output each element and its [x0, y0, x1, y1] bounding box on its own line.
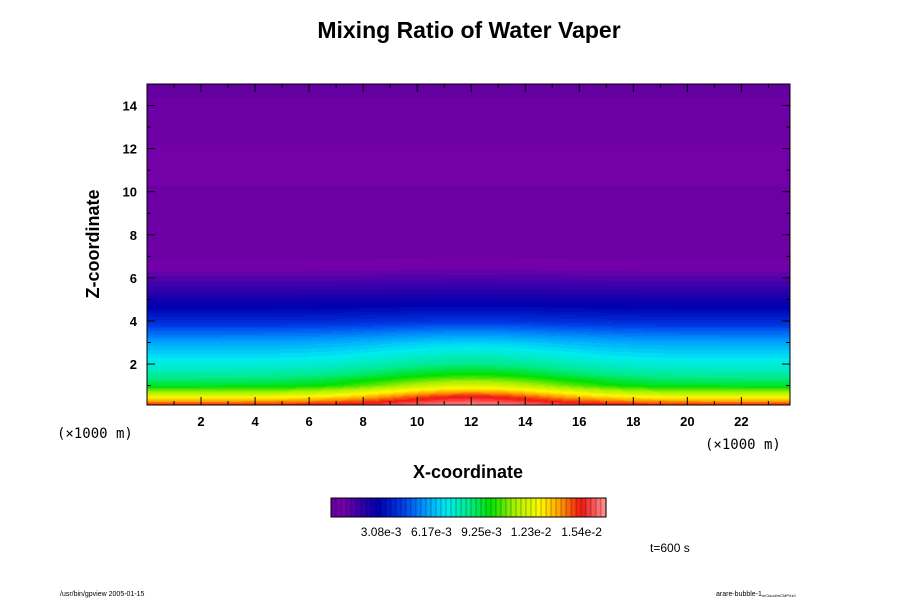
colorbar-segment	[395, 497, 402, 518]
x-tick-label: 6	[305, 414, 312, 429]
colorbar-segment	[330, 497, 337, 518]
colorbar-segment	[450, 497, 457, 518]
heatmap-image	[147, 84, 790, 405]
colorbar-segment	[525, 497, 532, 518]
y-tick-label: 2	[130, 357, 137, 372]
colorbar-segment	[380, 497, 387, 518]
x-unit-label: (×1000 m)	[57, 426, 133, 442]
colorbar-segment	[505, 497, 512, 518]
colorbar-segment	[555, 497, 562, 518]
colorbar-segment	[340, 497, 347, 518]
colorbar-tick-label: 3.08e-3	[361, 525, 402, 539]
colorbar-segment	[500, 497, 507, 518]
y-tick-label: 6	[130, 271, 137, 286]
colorbar-segment	[510, 497, 517, 518]
x-tick-label: 2	[197, 414, 204, 429]
colorbar-segment	[565, 497, 572, 518]
colorbar-segment	[385, 497, 392, 518]
colorbar-segment	[570, 497, 577, 518]
y-unit-label: (×1000 m)	[705, 437, 781, 453]
colorbar-tick-label: 1.54e-2	[561, 525, 602, 539]
colorbar-segment	[455, 497, 462, 518]
colorbar-segment	[560, 497, 567, 518]
x-tick-label: 16	[572, 414, 586, 429]
colorbar-segment	[400, 497, 407, 518]
colorbar-segment	[355, 497, 362, 518]
x-tick-label: 18	[626, 414, 640, 429]
colorbar-segment	[475, 497, 482, 518]
colorbar	[330, 497, 607, 518]
colorbar-segment	[425, 497, 432, 518]
colorbar-segment	[590, 497, 597, 518]
colorbar-segment	[575, 497, 582, 518]
colorbar-segment	[410, 497, 417, 518]
colorbar-segment	[480, 497, 487, 518]
footer-right: arare-bubble-1mCloud/mCMP/rz0	[716, 591, 796, 598]
colorbar-segment	[345, 497, 352, 518]
colorbar-segment	[415, 497, 422, 518]
colorbar-segment	[515, 497, 522, 518]
colorbar-segment	[550, 497, 557, 518]
colorbar-segment	[530, 497, 537, 518]
colorbar-segment	[580, 497, 587, 518]
y-tick-label: 4	[130, 314, 138, 329]
colorbar-segment	[470, 497, 477, 518]
colorbar-segment	[445, 497, 452, 518]
colorbar-segment	[375, 497, 382, 518]
colorbar-tick-label: 9.25e-3	[461, 525, 502, 539]
y-tick-label: 10	[123, 185, 137, 200]
colorbar-segment	[545, 497, 552, 518]
colorbar-segment	[465, 497, 472, 518]
colorbar-segment	[485, 497, 492, 518]
x-tick-label: 10	[410, 414, 424, 429]
heatmap-raster	[147, 84, 790, 405]
y-axis-title: Z-coordinate	[83, 189, 103, 298]
colorbar-frame	[330, 497, 607, 518]
colorbar-segment	[540, 497, 547, 518]
colorbar-segment	[390, 497, 397, 518]
colorbar-tick-label: 6.17e-3	[411, 525, 452, 539]
y-tick-label: 14	[123, 99, 138, 114]
x-tick-label: 8	[360, 414, 367, 429]
footer-right-sub: mCloud/mCMP/rz0	[762, 593, 797, 598]
footer-left: /usr/bin/gpview 2005-01-15	[60, 591, 145, 598]
x-tick-label: 14	[518, 414, 533, 429]
colorbar-segment	[435, 497, 442, 518]
colorbar-segment	[535, 497, 542, 518]
colorbar-segment	[495, 497, 502, 518]
colorbar-segment	[335, 497, 342, 518]
colorbar-segment	[405, 497, 412, 518]
colorbar-segment	[460, 497, 467, 518]
time-label: t=600 s	[650, 541, 690, 555]
colorbar-segment	[595, 497, 602, 518]
x-axis-ticks: 2 4 6 8 10 12 14 16 18 20 22	[173, 84, 769, 429]
x-tick-label: 12	[464, 414, 478, 429]
colorbar-segment	[365, 497, 372, 518]
colorbar-segment	[520, 497, 527, 518]
chart-title: Mixing Ratio of Water Vaper	[317, 17, 620, 43]
colorbar-labels: 3.08e-3 6.17e-3 9.25e-3 1.23e-2 1.54e-2	[361, 525, 602, 539]
colorbar-segment	[490, 497, 497, 518]
colorbar-segment	[360, 497, 367, 518]
y-axis-ticks: 2 4 6 8 10 12 14	[123, 99, 790, 387]
colorbar-segment	[350, 497, 357, 518]
colorbar-segment	[585, 497, 592, 518]
colorbar-segment	[440, 497, 447, 518]
plot-frame	[146, 83, 791, 406]
x-tick-label: 20	[680, 414, 694, 429]
x-tick-label: 4	[251, 414, 259, 429]
x-axis-title: X-coordinate	[413, 462, 523, 482]
x-tick-label: 22	[734, 414, 748, 429]
y-tick-label: 12	[123, 142, 137, 157]
colorbar-tick-label: 1.23e-2	[511, 525, 552, 539]
footer-right-main: arare-bubble-1	[716, 591, 762, 598]
colorbar-segment	[420, 497, 427, 518]
colorbar-segment	[370, 497, 377, 518]
colorbar-segment	[430, 497, 437, 518]
y-tick-label: 8	[130, 228, 137, 243]
